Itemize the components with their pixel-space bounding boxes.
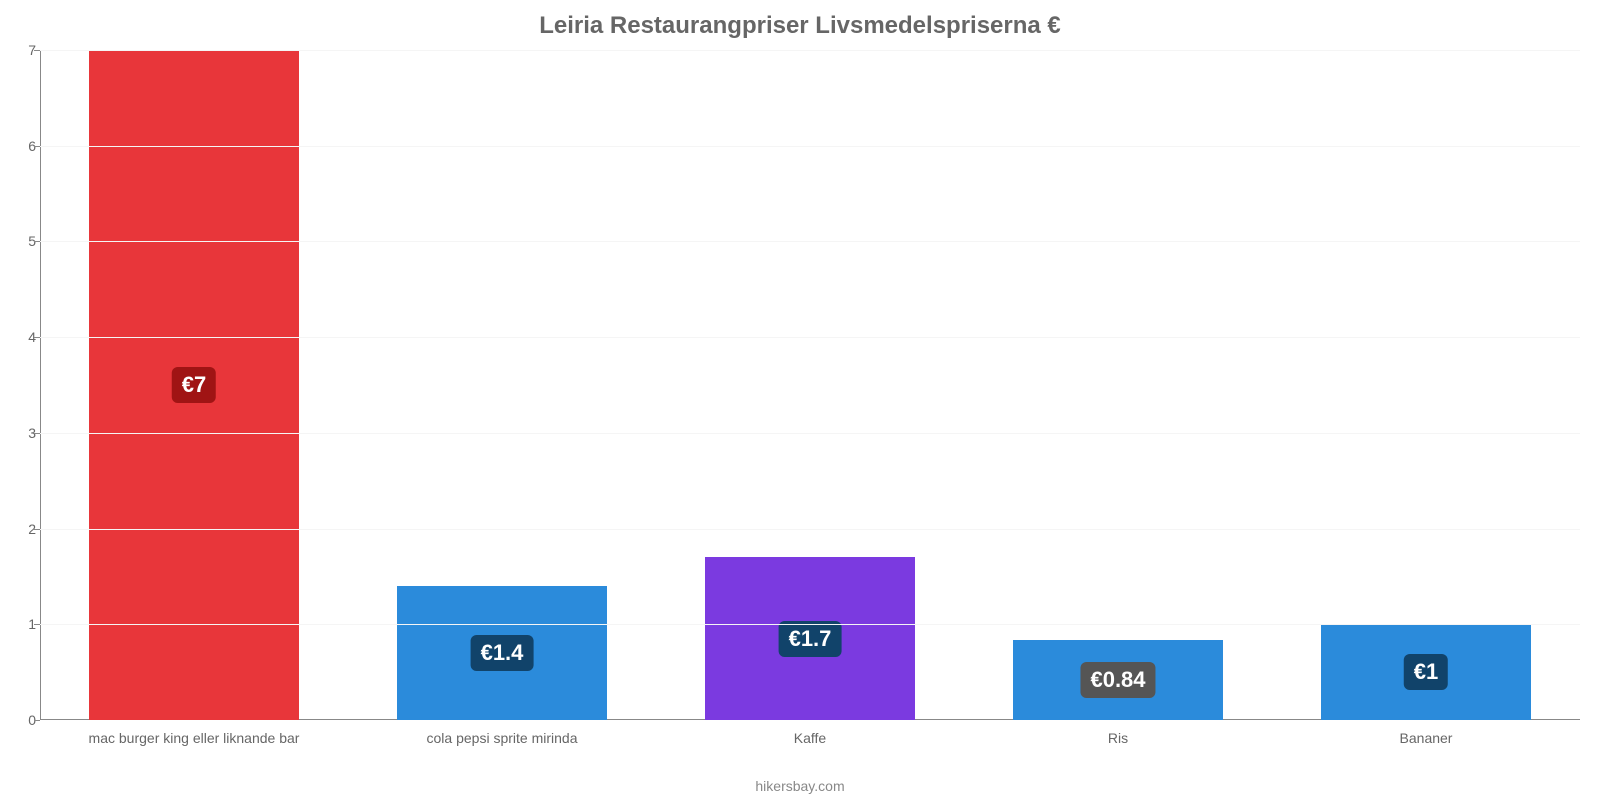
bar-value-label: €1.7 <box>779 621 842 657</box>
bars-container: €7 €1.4 €1.7 €0.84 €1 <box>40 50 1580 720</box>
x-tick-label: Kaffe <box>794 730 826 746</box>
bar-value-label: €7 <box>172 367 216 403</box>
chart-footer: hikersbay.com <box>0 778 1600 794</box>
bar-value-label: €1.4 <box>471 635 534 671</box>
x-tick-label: Bananer <box>1400 730 1453 746</box>
bar-value-label: €0.84 <box>1080 662 1155 698</box>
bar-value-label: €1 <box>1404 654 1448 690</box>
y-tick-label: 4 <box>12 329 36 345</box>
grid-line <box>40 624 1580 625</box>
grid-line <box>40 50 1580 51</box>
price-chart: Leiria Restaurangpriser Livsmedelspriser… <box>0 0 1600 800</box>
y-tick-mark <box>34 337 40 338</box>
y-tick-mark <box>34 529 40 530</box>
chart-title: Leiria Restaurangpriser Livsmedelspriser… <box>0 0 1600 40</box>
y-tick-label: 0 <box>12 712 36 728</box>
y-tick-label: 3 <box>12 425 36 441</box>
x-tick-label: cola pepsi sprite mirinda <box>427 730 578 746</box>
y-tick-mark <box>34 241 40 242</box>
y-tick-mark <box>34 146 40 147</box>
plot-area: €7€1.4€1.7€0.84€1 01234567mac burger kin… <box>40 50 1580 720</box>
y-tick-label: 2 <box>12 521 36 537</box>
y-tick-mark <box>34 624 40 625</box>
grid-line <box>40 529 1580 530</box>
grid-line <box>40 146 1580 147</box>
y-tick-label: 1 <box>12 616 36 632</box>
y-tick-mark <box>34 433 40 434</box>
grid-line <box>40 433 1580 434</box>
y-tick-label: 7 <box>12 42 36 58</box>
y-tick-label: 5 <box>12 233 36 249</box>
y-tick-mark <box>34 50 40 51</box>
y-tick-label: 6 <box>12 138 36 154</box>
x-tick-label: mac burger king eller liknande bar <box>89 730 300 746</box>
grid-line <box>40 337 1580 338</box>
y-tick-mark <box>34 720 40 721</box>
x-tick-label: Ris <box>1108 730 1128 746</box>
grid-line <box>40 241 1580 242</box>
